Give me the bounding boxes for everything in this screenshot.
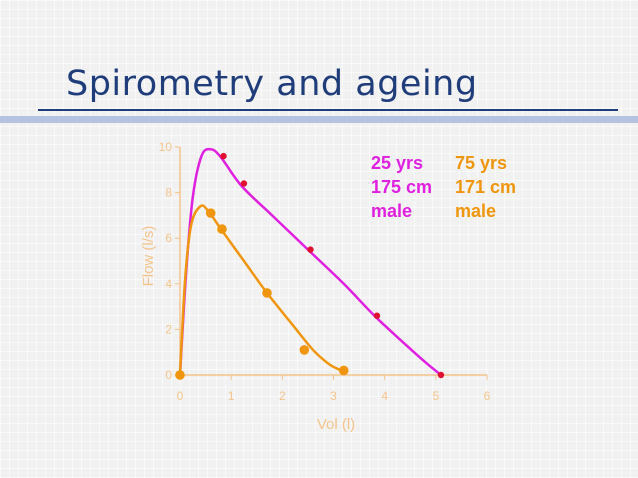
y-tick-label: 6 [165, 231, 172, 245]
series-info-young: male [371, 201, 412, 221]
y-tick-label: 8 [165, 186, 172, 200]
y-tick-label: 2 [165, 322, 172, 336]
series-info-layer: 25 yrs 175 cm male 75 yrs 171 cm male [371, 153, 516, 221]
data-point-old [217, 224, 227, 234]
slide-title: Spirometry and ageing [66, 64, 478, 104]
series-info-young: 175 cm [371, 177, 432, 197]
x-tick-label: 4 [381, 389, 388, 403]
data-point-old [338, 365, 349, 376]
x-tick-label: 2 [279, 389, 286, 403]
x-tick-label: 6 [484, 389, 491, 403]
y-axis-label: Flow (l/s) [140, 226, 157, 287]
data-point-young [437, 371, 445, 379]
data-point-young [307, 246, 314, 253]
data-point-young [220, 152, 227, 160]
data-point-old [299, 345, 310, 355]
series-info-old: 75 yrs [455, 153, 507, 173]
y-tick-label: 0 [165, 368, 172, 382]
series-info-young: 25 yrs [371, 153, 423, 173]
data-point-old [262, 288, 272, 298]
x-tick-label: 3 [330, 389, 337, 403]
x-tick-label: 1 [228, 389, 235, 403]
x-tick-label: 5 [432, 389, 439, 403]
data-point-young [240, 180, 248, 187]
series-line-old [178, 204, 345, 377]
series-layer [175, 147, 445, 380]
x-tick-label: 0 [177, 389, 184, 403]
series-line-young [178, 147, 443, 377]
data-point-old [205, 208, 216, 218]
series-info-old: 171 cm [455, 177, 516, 197]
x-axis-label: Vol (l) [317, 416, 355, 433]
series-info-old: male [455, 201, 496, 221]
data-point-young [373, 312, 381, 319]
y-tick-label: 10 [159, 140, 173, 154]
title-divider-band [0, 116, 638, 123]
y-tick-label: 4 [165, 277, 172, 291]
title-underline [38, 109, 618, 111]
data-point-old [175, 370, 185, 380]
axes-layer: 0 1 2 3 4 5 6 0 2 4 6 8 10 Vol (l) Flow (l/s) [140, 140, 491, 433]
